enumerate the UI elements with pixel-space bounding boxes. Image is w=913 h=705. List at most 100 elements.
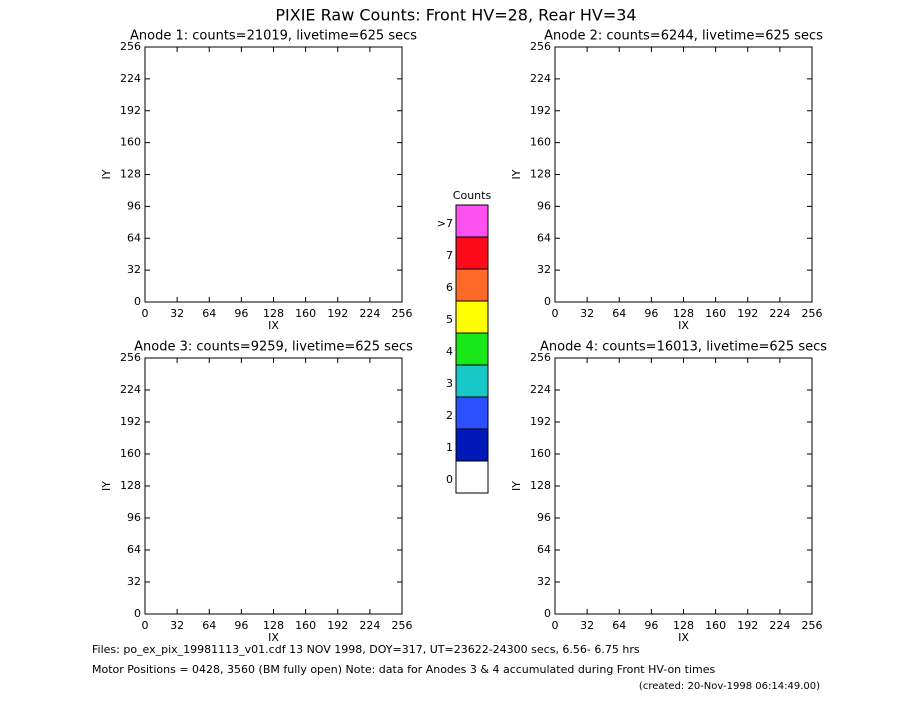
y-tick-label: 64	[537, 231, 551, 244]
colorbar-label: 2	[446, 409, 453, 422]
plot-frame	[554, 46, 813, 303]
y-tick-label: 160	[120, 447, 141, 460]
y-tick-label: 224	[120, 383, 141, 396]
y-tick-label: 0	[134, 295, 141, 308]
y-tick-label: 64	[127, 231, 141, 244]
y-tick-label: 256	[530, 351, 551, 364]
x-tick-label: 0	[552, 307, 559, 320]
colorbar-box	[455, 364, 489, 398]
x-tick-label: 64	[612, 619, 626, 632]
colorbar-box	[455, 428, 489, 462]
y-tick-label: 192	[120, 415, 141, 428]
colorbar-label: 5	[446, 313, 453, 326]
y-tick-label: 224	[120, 72, 141, 85]
x-tick-label: 160	[705, 307, 726, 320]
colorbar-box	[455, 236, 489, 270]
panel-title: Anode 2: counts=6244, livetime=625 secs	[544, 29, 823, 44]
plot-frame	[144, 46, 403, 303]
x-tick-label: 96	[644, 307, 658, 320]
colorbar-box	[455, 268, 489, 302]
x-tick-label: 256	[392, 619, 413, 632]
colorbar-box	[455, 332, 489, 366]
x-tick-label: 0	[142, 619, 149, 632]
y-tick-label: 128	[530, 479, 551, 492]
x-tick-label: 256	[802, 619, 823, 632]
panel-title: Anode 1: counts=21019, livetime=625 secs	[130, 29, 417, 44]
x-tick-label: 32	[580, 307, 594, 320]
x-tick-label: 224	[769, 619, 790, 632]
footer-motor: Motor Positions = 0428, 3560 (BM fully o…	[92, 663, 715, 676]
x-tick-label: 128	[673, 619, 694, 632]
x-tick-label: 224	[359, 619, 380, 632]
plot-frame	[554, 357, 813, 615]
colorbar-label: 4	[446, 345, 453, 358]
x-axis-label: IX	[268, 631, 279, 644]
y-axis-label: IY	[100, 481, 113, 491]
x-tick-label: 0	[552, 619, 559, 632]
x-tick-label: 128	[673, 307, 694, 320]
x-tick-label: 0	[142, 307, 149, 320]
y-axis-label: IY	[510, 169, 523, 179]
y-tick-label: 128	[530, 168, 551, 181]
y-tick-label: 0	[134, 607, 141, 620]
x-tick-label: 192	[737, 307, 758, 320]
x-tick-label: 32	[170, 307, 184, 320]
y-tick-label: 0	[544, 607, 551, 620]
footer-files: Files: po_ex_pix_19981113_v01.cdf 13 NOV…	[92, 643, 640, 656]
x-tick-label: 160	[705, 619, 726, 632]
colorbar-label: 6	[446, 281, 453, 294]
panel-title: Anode 3: counts=9259, livetime=625 secs	[134, 340, 413, 355]
colorbar-label: >7	[437, 217, 453, 230]
y-axis-label: IY	[510, 481, 523, 491]
y-tick-label: 160	[530, 136, 551, 149]
colorbar-box	[455, 204, 489, 238]
page-title: PIXIE Raw Counts: Front HV=28, Rear HV=3…	[275, 6, 636, 25]
y-tick-label: 128	[120, 168, 141, 181]
panel-title: Anode 4: counts=16013, livetime=625 secs	[540, 340, 827, 355]
y-tick-label: 96	[537, 511, 551, 524]
x-tick-label: 192	[737, 619, 758, 632]
colorbar-label: 7	[446, 249, 453, 262]
y-tick-label: 96	[537, 199, 551, 212]
x-tick-label: 192	[327, 307, 348, 320]
y-tick-label: 256	[530, 40, 551, 53]
colorbar-box	[455, 396, 489, 430]
x-axis-label: IX	[268, 319, 279, 332]
colorbar-label: 3	[446, 377, 453, 390]
x-tick-label: 256	[392, 307, 413, 320]
colorbar-label: 0	[446, 473, 453, 486]
y-tick-label: 32	[127, 263, 141, 276]
y-tick-label: 128	[120, 479, 141, 492]
x-tick-label: 224	[359, 307, 380, 320]
x-tick-label: 160	[295, 307, 316, 320]
x-tick-label: 128	[263, 307, 284, 320]
x-tick-label: 64	[612, 307, 626, 320]
y-tick-label: 192	[530, 415, 551, 428]
x-tick-label: 96	[234, 307, 248, 320]
colorbar-box	[455, 300, 489, 334]
x-tick-label: 64	[202, 619, 216, 632]
x-axis-label: IX	[678, 631, 689, 644]
y-tick-label: 32	[537, 263, 551, 276]
x-tick-label: 160	[295, 619, 316, 632]
y-tick-label: 224	[530, 72, 551, 85]
x-tick-label: 224	[769, 307, 790, 320]
plot-frame	[144, 357, 403, 615]
x-tick-label: 32	[580, 619, 594, 632]
x-tick-label: 128	[263, 619, 284, 632]
y-tick-label: 160	[120, 136, 141, 149]
x-tick-label: 256	[802, 307, 823, 320]
y-tick-label: 64	[537, 543, 551, 556]
x-tick-label: 32	[170, 619, 184, 632]
colorbar-box	[455, 460, 489, 494]
y-tick-label: 224	[530, 383, 551, 396]
y-tick-label: 256	[120, 40, 141, 53]
y-tick-label: 0	[544, 295, 551, 308]
y-tick-label: 32	[127, 575, 141, 588]
y-tick-label: 64	[127, 543, 141, 556]
y-axis-label: IY	[100, 169, 113, 179]
y-tick-label: 96	[127, 511, 141, 524]
y-tick-label: 32	[537, 575, 551, 588]
colorbar-title: Counts	[453, 189, 492, 202]
